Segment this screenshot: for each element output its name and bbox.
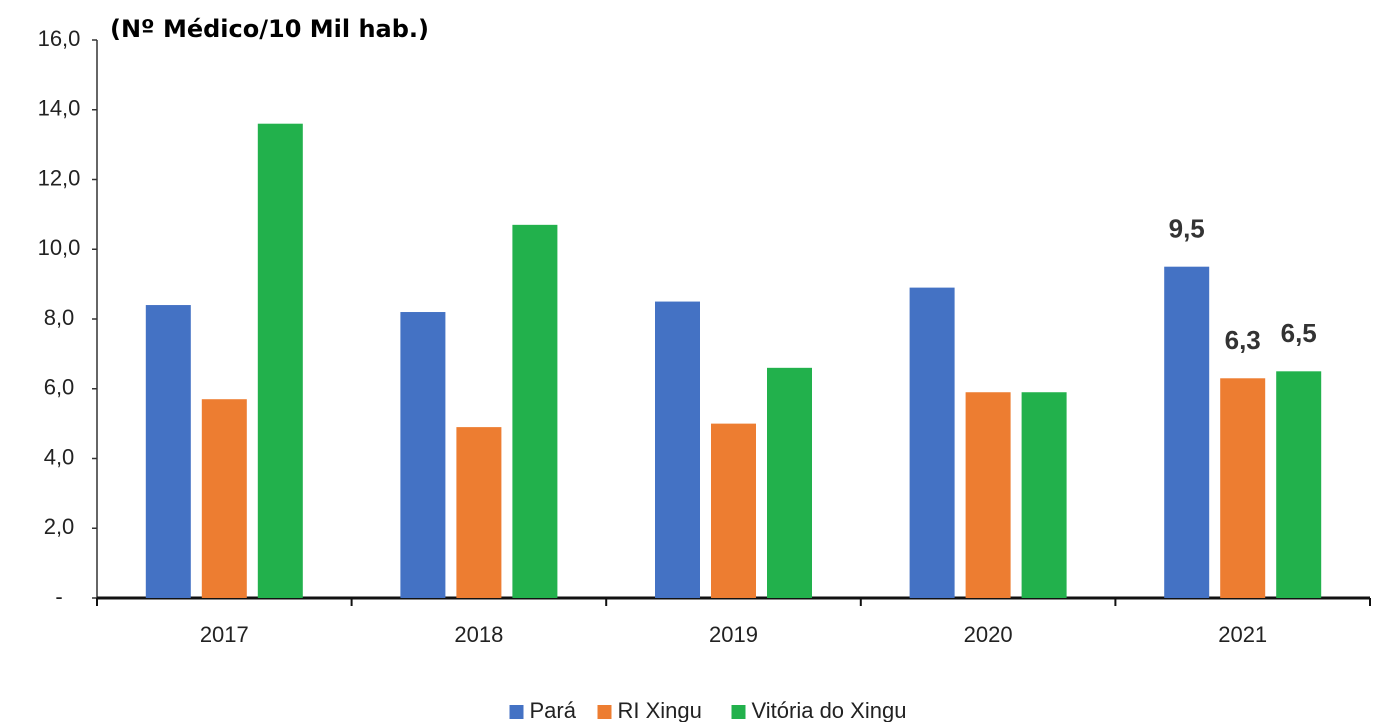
bar	[512, 224, 558, 598]
y-tick-label: 2,0	[44, 514, 75, 539]
bar	[909, 287, 955, 598]
bar	[965, 392, 1011, 598]
bar	[1164, 266, 1210, 598]
legend-label: RI Xingu	[618, 698, 702, 722]
y-tick-label: 6,0	[44, 375, 75, 400]
x-tick-label: 2019	[709, 622, 758, 647]
y-tick-label: -	[55, 584, 62, 609]
data-label: 6,3	[1225, 325, 1261, 355]
legend-label: Pará	[530, 698, 577, 722]
bar	[767, 367, 812, 598]
legend-swatch	[509, 705, 524, 719]
bar	[711, 423, 756, 598]
x-tick-label: 2020	[964, 622, 1013, 647]
chart-title: (Nº Médico/10 Mil hab.)	[110, 15, 429, 43]
y-tick-label: 14,0	[38, 96, 81, 121]
bar	[456, 427, 502, 598]
y-tick-label: 10,0	[38, 235, 81, 260]
y-tick-label: 16,0	[38, 26, 81, 51]
legend-swatch	[731, 705, 746, 719]
bar	[655, 301, 700, 598]
bar	[1220, 378, 1266, 598]
bar	[201, 399, 247, 598]
bar	[257, 123, 303, 598]
y-tick-label: 12,0	[38, 165, 81, 190]
x-tick-label: 2018	[454, 622, 503, 647]
legend-label: Vitória do Xingu	[752, 698, 907, 722]
x-tick-label: 2017	[200, 622, 249, 647]
bar	[1276, 371, 1322, 598]
legend-swatch	[597, 705, 612, 719]
y-tick-label: 4,0	[44, 444, 75, 469]
data-label: 6,5	[1281, 318, 1317, 348]
y-tick-label: 8,0	[44, 305, 75, 330]
data-label: 9,5	[1169, 214, 1205, 244]
bar	[400, 312, 446, 598]
bar	[1021, 392, 1067, 598]
x-tick-label: 2021	[1218, 622, 1267, 647]
bar	[145, 305, 191, 598]
